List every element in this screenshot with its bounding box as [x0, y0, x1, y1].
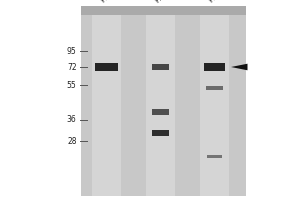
Text: H brain: H brain: [101, 0, 124, 4]
Bar: [204, 63, 225, 71]
Text: 72: 72: [67, 62, 76, 72]
Bar: [152, 109, 169, 115]
Bar: [152, 64, 169, 70]
Text: 36: 36: [67, 116, 76, 124]
Bar: [92, 15, 121, 196]
Polygon shape: [231, 64, 247, 70]
Text: 95: 95: [67, 46, 76, 55]
Bar: [152, 130, 169, 136]
Text: H liver: H liver: [209, 0, 230, 4]
Bar: [146, 15, 175, 196]
Bar: [81, 6, 246, 196]
Text: H kidney: H kidney: [155, 0, 182, 4]
Bar: [95, 63, 118, 71]
Text: 55: 55: [67, 81, 76, 90]
Bar: [206, 86, 223, 90]
Bar: [81, 6, 246, 15]
Bar: [207, 154, 222, 158]
Bar: [200, 15, 229, 196]
Text: 28: 28: [67, 136, 76, 146]
